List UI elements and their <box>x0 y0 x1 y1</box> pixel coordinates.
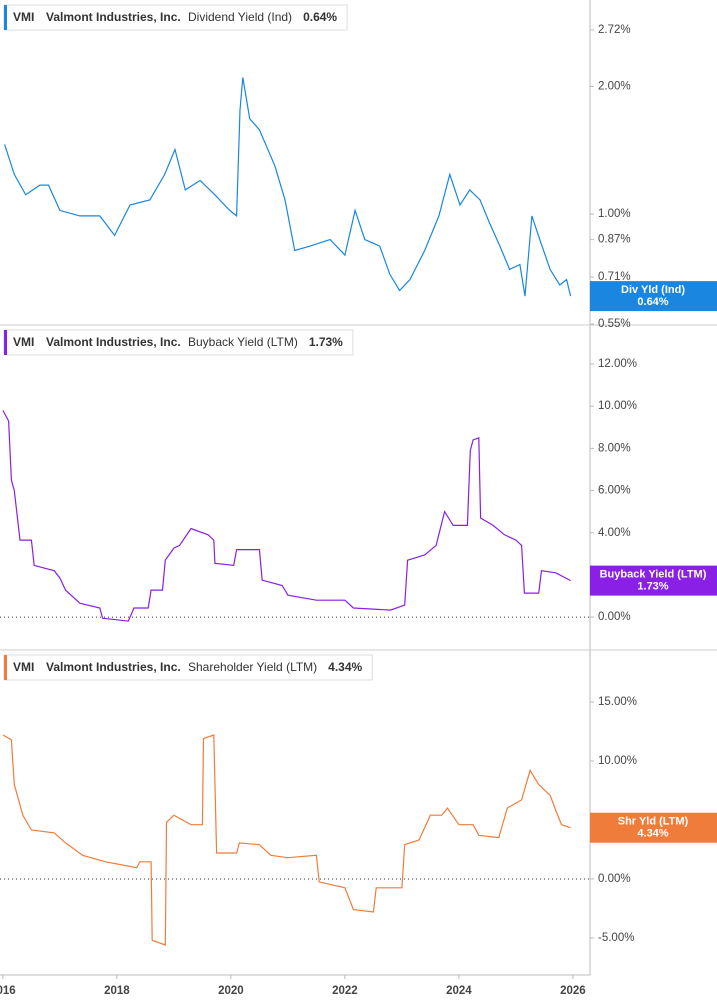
legend-value: 1.73% <box>309 335 343 349</box>
y-tick-label: 8.00% <box>598 442 631 454</box>
legend-value: 4.34% <box>328 660 362 674</box>
y-tick-label: 10.00% <box>598 755 637 767</box>
legend-metric: Shareholder Yield (LTM) <box>188 660 317 674</box>
y-tick-label: 0.55% <box>598 318 631 330</box>
legend-box <box>3 654 373 681</box>
y-tick-label: 12.00% <box>598 358 637 370</box>
badge-value: 0.64% <box>637 296 668 308</box>
legend-company: Valmont Industries, Inc. <box>46 335 181 349</box>
badge-value: 4.34% <box>637 828 668 840</box>
badge-label: Div Yld (Ind) <box>621 284 685 296</box>
y-tick-label: 2.00% <box>598 81 631 93</box>
legend-ticker: VMI <box>13 660 34 674</box>
x-tick-label: 2016 <box>0 985 16 997</box>
x-tick-label: 2020 <box>218 985 244 997</box>
badge-label: Shr Yld (LTM) <box>618 816 689 828</box>
y-tick-label: 0.00% <box>598 611 631 623</box>
x-tick-label: 2024 <box>446 985 472 997</box>
value-badge <box>590 565 717 596</box>
legend-metric: Buyback Yield (LTM) <box>188 335 298 349</box>
y-tick-label: 0.71% <box>598 271 631 283</box>
x-tick-label: 2018 <box>104 985 130 997</box>
legend-box <box>3 329 354 356</box>
legend-marker <box>4 330 7 355</box>
series-line <box>2 734 571 946</box>
y-tick-label: 2.72% <box>598 24 631 36</box>
legend-marker <box>4 5 7 30</box>
legend-ticker: VMI <box>13 335 34 349</box>
y-tick-label: 0.87% <box>598 234 631 246</box>
series-line <box>2 410 571 622</box>
legend-company: Valmont Industries, Inc. <box>46 10 181 24</box>
y-tick-label: 6.00% <box>598 485 631 497</box>
legend-metric: Dividend Yield (Ind) <box>188 10 292 24</box>
series-line <box>4 77 572 297</box>
y-tick-label: 15.00% <box>598 696 637 708</box>
y-tick-label: 4.00% <box>598 527 631 539</box>
legend: VMI Valmont Industries, Inc. Shareholder Y… <box>3 654 373 681</box>
legend-value: 0.64% <box>303 10 337 24</box>
badge-value: 1.73% <box>637 581 668 593</box>
value-badge <box>590 281 717 312</box>
legend: VMI Valmont Industries, Inc. Buyback Yield… <box>3 329 354 356</box>
y-tick-label: 0.00% <box>598 873 631 885</box>
x-tick-label: 2022 <box>332 985 358 997</box>
value-badge <box>590 812 717 843</box>
legend-company: Valmont Industries, Inc. <box>46 660 181 674</box>
legend-box <box>3 4 348 31</box>
badge-label: Buyback Yield (LTM) <box>600 569 707 581</box>
legend-ticker: VMI <box>13 10 34 24</box>
legend-marker <box>4 655 7 680</box>
y-tick-label: 10.00% <box>598 400 637 412</box>
y-tick-label: 1.00% <box>598 208 631 220</box>
legend: VMI Valmont Industries, Inc. Dividend Yiel… <box>3 4 348 31</box>
x-tick-label: 2026 <box>560 985 586 997</box>
y-tick-label: -5.00% <box>598 932 634 944</box>
